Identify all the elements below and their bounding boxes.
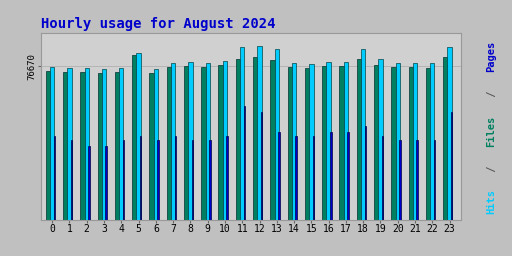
Text: Hits: Hits [486,189,497,214]
Bar [209,140,210,220]
Bar [219,66,223,220]
Bar [119,68,123,220]
Bar [447,47,452,220]
Text: Pages: Pages [486,41,497,72]
Bar [54,136,55,220]
Bar [344,62,348,220]
Bar [295,136,297,220]
Bar [322,67,327,220]
Bar [292,63,296,220]
Text: Files: Files [486,116,497,147]
Bar [188,62,193,220]
Bar [192,140,194,220]
Bar [166,67,171,220]
Bar [236,59,240,220]
Bar [157,140,159,220]
Bar [361,49,366,220]
Bar [313,136,314,220]
Bar [365,126,366,220]
Bar [175,136,176,220]
Bar [105,146,107,220]
Text: Hourly usage for August 2024: Hourly usage for August 2024 [41,17,275,31]
Bar [244,106,245,220]
Bar [71,140,72,220]
Bar [409,67,413,220]
Bar [46,71,50,220]
Bar [327,62,331,220]
Bar [136,53,141,220]
Bar [80,72,84,220]
Bar [416,140,418,220]
Bar [443,57,447,220]
Bar [150,73,154,220]
Bar [88,146,90,220]
Bar [399,140,401,220]
Bar [226,136,228,220]
Bar [382,136,383,220]
Bar [278,132,280,220]
Bar [67,68,72,220]
Bar [253,57,258,220]
Bar [184,67,188,220]
Bar [132,55,136,220]
Bar [274,49,279,220]
Bar [413,63,417,220]
Bar [426,68,430,220]
Bar [430,63,435,220]
Bar [378,59,382,220]
Bar [102,69,106,220]
Bar [50,67,54,220]
Bar [201,67,205,220]
Text: /: / [486,85,497,103]
Bar [396,63,400,220]
Bar [451,112,453,220]
Bar [434,140,435,220]
Bar [305,68,309,220]
Bar [140,136,141,220]
Text: /: / [486,159,497,178]
Bar [309,65,313,220]
Bar [205,63,210,220]
Bar [374,66,378,220]
Bar [330,132,332,220]
Bar [154,69,158,220]
Bar [288,67,292,220]
Bar [223,61,227,220]
Bar [391,67,396,220]
Bar [240,47,244,220]
Bar [347,132,349,220]
Bar [98,73,102,220]
Bar [270,60,274,220]
Bar [258,46,262,220]
Bar [123,140,124,220]
Bar [261,112,263,220]
Bar [339,67,344,220]
Bar [171,63,175,220]
Bar [84,68,89,220]
Bar [63,72,67,220]
Bar [115,72,119,220]
Bar [357,59,361,220]
